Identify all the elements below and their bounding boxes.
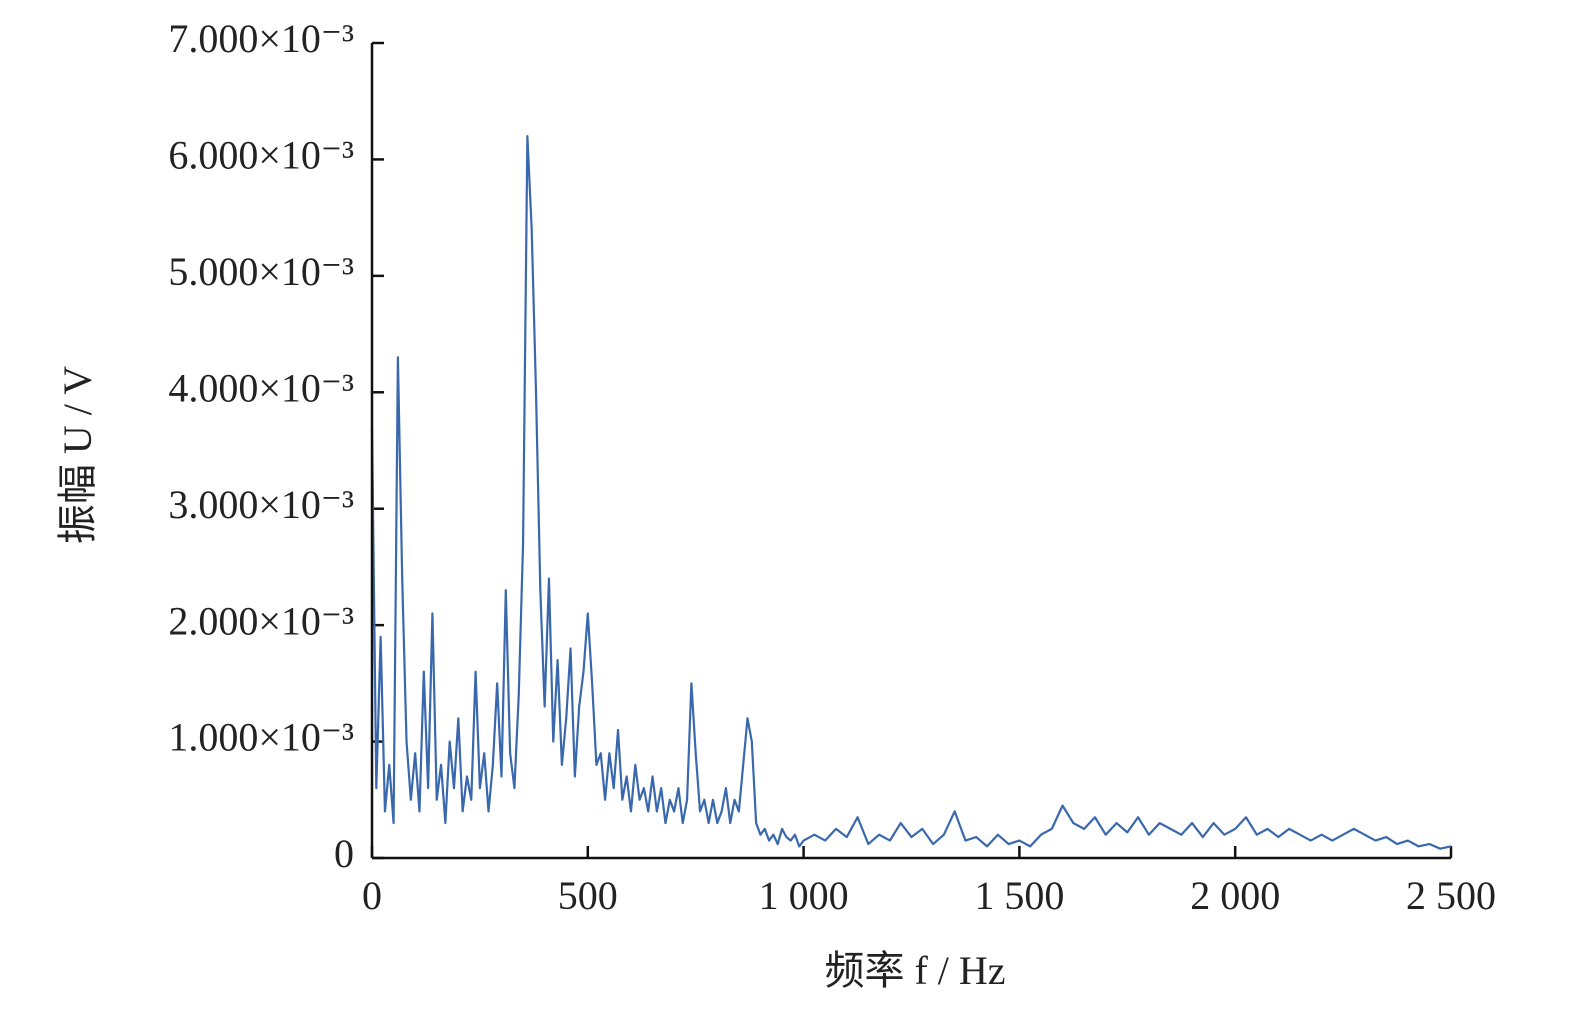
x-tick-label: 2 000 xyxy=(1190,873,1280,918)
y-tick-label: 2.000×10⁻³ xyxy=(168,598,354,643)
x-tick-label: 0 xyxy=(362,873,382,918)
y-tick-label: 3.000×10⁻³ xyxy=(168,482,354,527)
y-tick-label: 1.000×10⁻³ xyxy=(168,715,354,760)
x-tick-label: 1 000 xyxy=(759,873,849,918)
y-tick-label: 7.000×10⁻³ xyxy=(168,16,354,61)
y-tick-label: 5.000×10⁻³ xyxy=(168,249,354,294)
x-tick-label: 1 500 xyxy=(974,873,1064,918)
x-axis-label: 频率 f / Hz xyxy=(824,948,1005,993)
x-tick-label: 500 xyxy=(558,873,618,918)
x-tick-label: 2 500 xyxy=(1406,873,1496,918)
y-tick-label: 0 xyxy=(334,831,354,876)
y-tick-label: 6.000×10⁻³ xyxy=(168,133,354,178)
y-axis-label: 振幅 U / V xyxy=(55,366,100,544)
series-line xyxy=(370,135,1452,850)
y-tick-label: 4.000×10⁻³ xyxy=(168,365,354,410)
